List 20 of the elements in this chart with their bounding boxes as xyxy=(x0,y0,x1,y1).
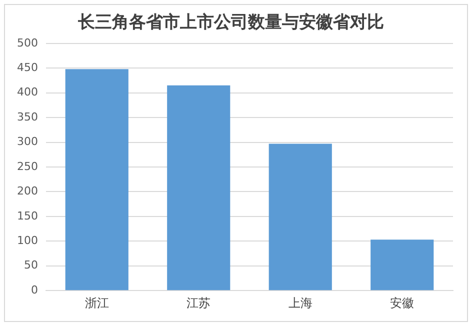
bar xyxy=(268,144,332,290)
x-tick-label: 安徽 xyxy=(390,296,414,310)
y-tick-label: 200 xyxy=(16,184,38,198)
bar xyxy=(370,240,434,290)
x-tick-label: 上海 xyxy=(288,296,312,310)
y-tick-label: 300 xyxy=(16,135,38,148)
chart-title: 长三角各省市上市公司数量与安徽省对比 xyxy=(77,12,384,33)
bar xyxy=(65,69,128,290)
bar xyxy=(167,85,230,290)
y-tick-label: 250 xyxy=(16,160,38,173)
y-tick-label: 50 xyxy=(24,258,38,272)
y-tick-label: 350 xyxy=(16,110,38,124)
x-tick-label: 江苏 xyxy=(186,296,211,310)
x-tick-label: 浙江 xyxy=(84,296,109,310)
y-tick-label: 400 xyxy=(16,86,38,99)
y-tick-label: 450 xyxy=(16,60,38,74)
y-tick-label: 500 xyxy=(16,36,38,50)
y-tick-label: 150 xyxy=(16,209,38,222)
y-tick-label: 0 xyxy=(30,283,38,296)
y-tick-label: 100 xyxy=(16,234,38,248)
